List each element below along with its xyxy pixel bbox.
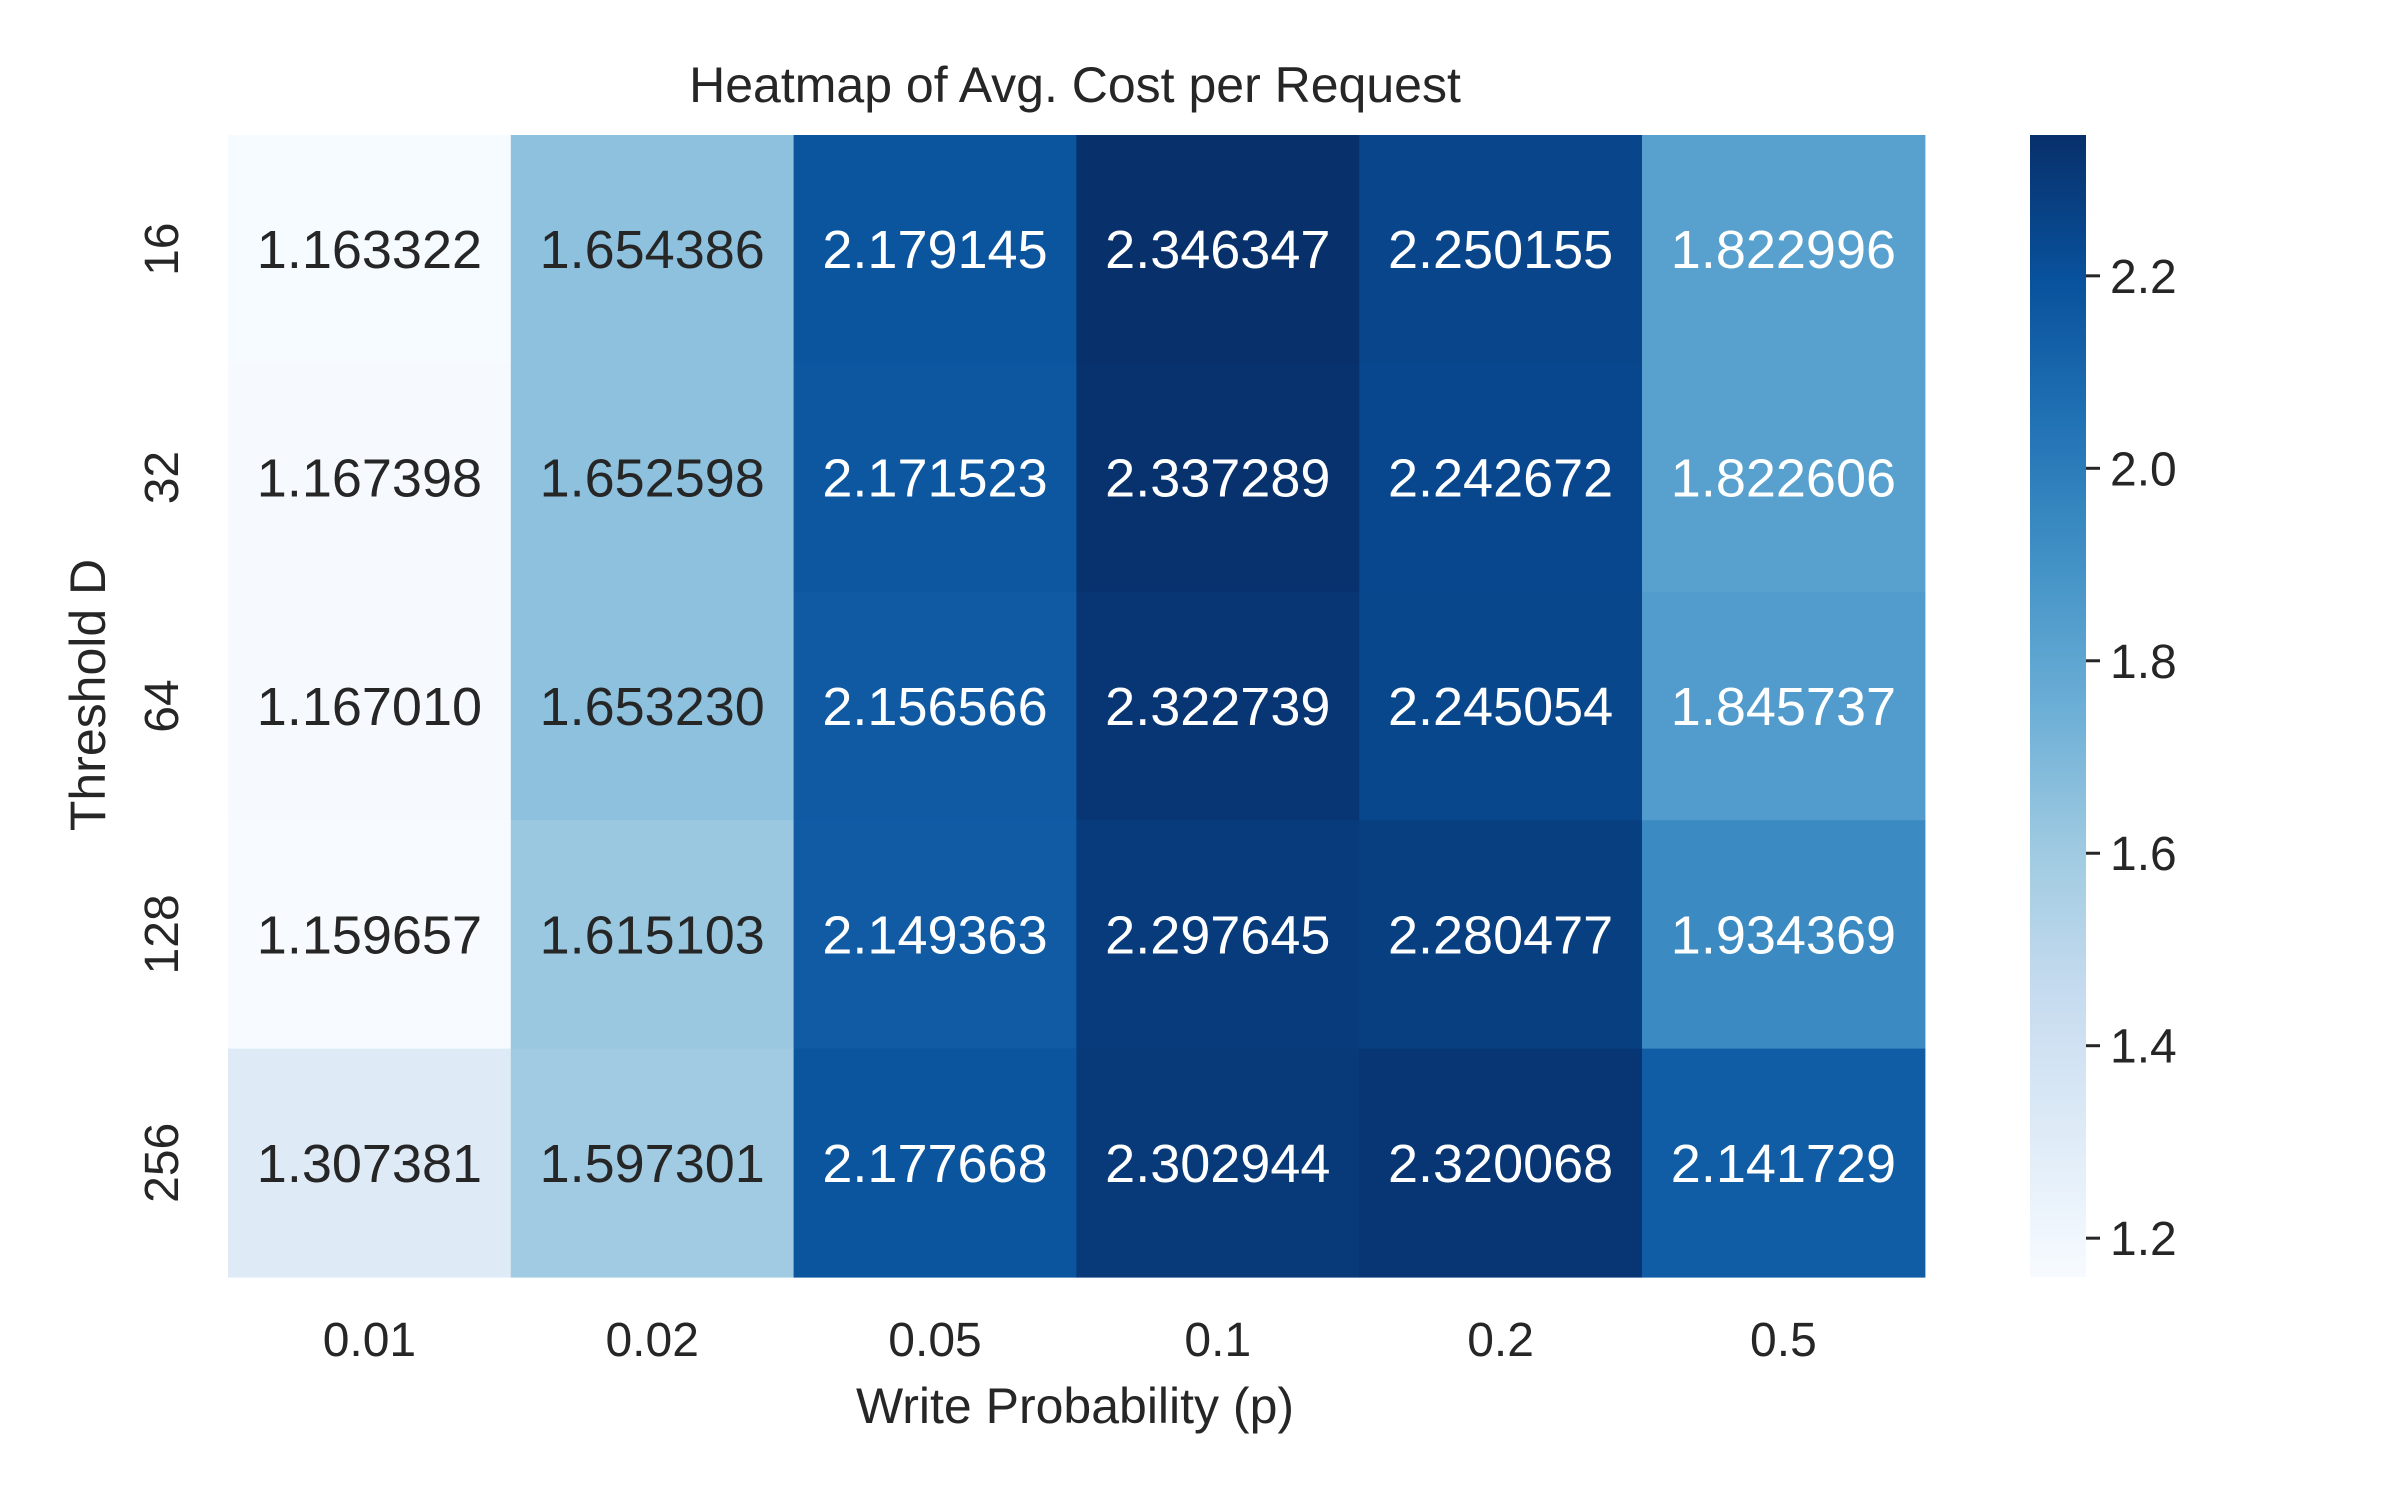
- cell-value-label: 1.934369: [1671, 905, 1896, 965]
- x-tick-label: 0.2: [1467, 1314, 1534, 1367]
- heatmap-cell: [510, 820, 795, 1050]
- cell-value-label: 1.159657: [257, 905, 482, 965]
- cell-value-label: 1.615103: [540, 905, 765, 965]
- heatmap-cell: [1076, 591, 1360, 821]
- cell-value-label: 1.654386: [540, 220, 765, 280]
- heatmap-cell: [793, 820, 1077, 1050]
- cell-value-label: 2.149363: [822, 905, 1047, 965]
- y-tick-label: 16: [136, 223, 189, 276]
- heatmap-cell: [510, 1048, 795, 1278]
- x-tick-label: 0.05: [888, 1314, 981, 1367]
- cell-value-label: 1.653230: [540, 677, 765, 737]
- cell-value-label: 2.141729: [1671, 1134, 1896, 1194]
- heatmap-cell: [510, 363, 795, 593]
- heatmap-cell: [1076, 1048, 1360, 1278]
- cell-value-label: 1.652598: [540, 449, 765, 509]
- x-tick-label: 0.1: [1184, 1314, 1251, 1367]
- colorbar-ticks: 1.2 1.4 1.6 1.8 2.0 2.2: [2086, 251, 2177, 1266]
- colorbar-tick-label: 1.2: [2110, 1213, 2177, 1266]
- chart-title: Heatmap of Avg. Cost per Request: [689, 57, 1461, 113]
- y-axis-label: Threshold D: [60, 559, 116, 831]
- heatmap-cell: [510, 591, 795, 821]
- colorbar-tick-label: 1.8: [2110, 636, 2177, 689]
- cell-value-label: 2.177668: [822, 1134, 1047, 1194]
- heatmap-cell: [1359, 363, 1643, 593]
- cell-value-label: 2.280477: [1388, 905, 1613, 965]
- x-tick-labels: 0.01 0.02 0.05 0.1 0.2 0.5: [323, 1314, 1817, 1367]
- heatmap-cell: [1642, 1048, 1926, 1278]
- heatmap-cell: [1076, 135, 1360, 364]
- colorbar: [2030, 135, 2086, 1277]
- heatmap-cell: [228, 135, 512, 364]
- heatmap-cell: [793, 591, 1077, 821]
- cell-value-label: 2.297645: [1105, 905, 1330, 965]
- heatmap-cell: [1642, 591, 1926, 821]
- x-axis-label: Write Probability (p): [856, 1378, 1294, 1434]
- y-tick-label: 32: [136, 451, 189, 504]
- cell-value-label: 2.179145: [822, 220, 1047, 280]
- cell-value-label: 2.250155: [1388, 220, 1613, 280]
- cell-value-label: 1.167010: [257, 677, 482, 737]
- x-tick-label: 0.5: [1750, 1314, 1817, 1367]
- cell-value-label: 2.322739: [1105, 677, 1330, 737]
- cell-value-label: 1.822606: [1671, 449, 1896, 509]
- heatmap-cell: [228, 820, 512, 1050]
- heatmap-cells: 1.163322 1.654386 2.179145 2.346347 2.250155…: [228, 135, 1926, 1278]
- cell-value-label: 1.597301: [540, 1134, 765, 1194]
- heatmap-cell: [1359, 591, 1643, 821]
- cell-value-label: 1.845737: [1671, 677, 1896, 737]
- heatmap-cell: [1076, 363, 1360, 593]
- y-tick-label: 64: [136, 679, 189, 732]
- y-tick-label: 128: [136, 894, 189, 974]
- x-tick-label: 0.01: [323, 1314, 416, 1367]
- heatmap-cell: [228, 1048, 512, 1278]
- heatmap-cell: [793, 135, 1077, 364]
- cell-value-label: 1.167398: [257, 449, 482, 509]
- cell-value-label: 2.242672: [1388, 449, 1613, 509]
- cell-value-label: 2.171523: [822, 449, 1047, 509]
- y-tick-label: 256: [136, 1123, 189, 1203]
- cell-value-label: 1.163322: [257, 220, 482, 280]
- heatmap-cell: [228, 591, 512, 821]
- cell-value-label: 1.307381: [257, 1134, 482, 1194]
- heatmap-cell: [1642, 135, 1926, 364]
- cell-value-label: 2.245054: [1388, 677, 1613, 737]
- colorbar-tick-label: 2.2: [2110, 251, 2177, 304]
- cell-value-label: 2.156566: [822, 677, 1047, 737]
- cell-value-label: 2.337289: [1105, 449, 1330, 509]
- colorbar-tick-label: 2.0: [2110, 443, 2177, 496]
- heatmap-cell: [793, 1048, 1077, 1278]
- heatmap-cell: [1642, 363, 1926, 593]
- heatmap-cell: [1359, 135, 1643, 364]
- cell-value-label: 2.302944: [1105, 1134, 1330, 1194]
- cell-value-label: 2.320068: [1388, 1134, 1613, 1194]
- heatmap-cell: [1359, 820, 1643, 1050]
- y-tick-labels: 16 32 64 128 256: [136, 223, 189, 1203]
- cell-value-label: 1.822996: [1671, 220, 1896, 280]
- colorbar-tick-label: 1.6: [2110, 828, 2177, 881]
- colorbar-tick-label: 1.4: [2110, 1021, 2177, 1074]
- heatmap-cell: [1359, 1048, 1643, 1278]
- heatmap-cell: [1076, 820, 1360, 1050]
- heatmap-cell: [510, 135, 795, 364]
- heatmap-cell: [228, 363, 512, 593]
- heatmap-cell: [793, 363, 1077, 593]
- heatmap-cell: [1642, 820, 1926, 1050]
- cell-value-label: 2.346347: [1105, 220, 1330, 280]
- x-tick-label: 0.02: [605, 1314, 698, 1367]
